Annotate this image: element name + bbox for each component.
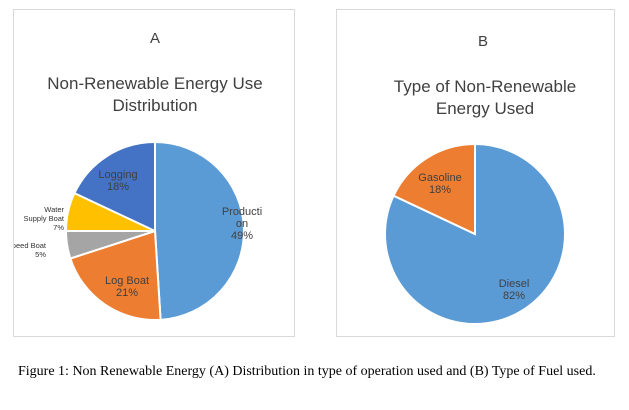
slice-name-label: Gasoline [418,172,461,184]
chart-title: Energy Used [436,99,534,118]
chart-panel-b: B Type of Non-Renewable Energy Used Diesel 8… [336,9,615,337]
slice-value-label: 18% [107,181,129,193]
pie-slice-log-boat [69,229,162,321]
slice-name-label: Speed Boat [14,241,47,250]
panel-letter: B [478,33,488,50]
slice-value-label: 7% [53,223,64,232]
chart-panel-a: A Non-Renewable Energy Use Distribution Pro… [13,9,295,337]
slice-name-label: Logging [98,169,137,181]
pie-chart-a: A Non-Renewable Energy Use Distribution Pro… [14,30,263,321]
slice-value-label: 18% [429,184,451,196]
figure-caption: Figure 1: Non Renewable Energy (A) Distr… [18,364,596,379]
panel-letter: A [150,30,160,47]
slice-value-label: 49% [231,230,253,242]
slice-name-label: Diesel [499,278,530,290]
pie-slice-gasoline [392,142,476,236]
pie-chart-b: B Type of Non-Renewable Energy Used Diesel8… [384,33,576,325]
slice-value-label: 21% [116,287,138,299]
slice-name-label: Log Boat [105,275,149,287]
chart-title: Type of Non-Renewable [394,77,576,96]
slice-name-label: on [236,218,248,230]
slice-value-label: 82% [503,290,525,302]
chart-title: Non-Renewable Energy Use [47,74,262,93]
slice-name-label: Supply Boat [24,214,65,223]
pie-slice-production [154,140,245,321]
chart-title: Distribution [112,96,197,115]
pie-slice-logging [73,140,156,233]
slice-value-label: 5% [35,250,46,259]
slice-name-label: Water [44,205,64,214]
slice-name-label: Producti [222,206,262,218]
